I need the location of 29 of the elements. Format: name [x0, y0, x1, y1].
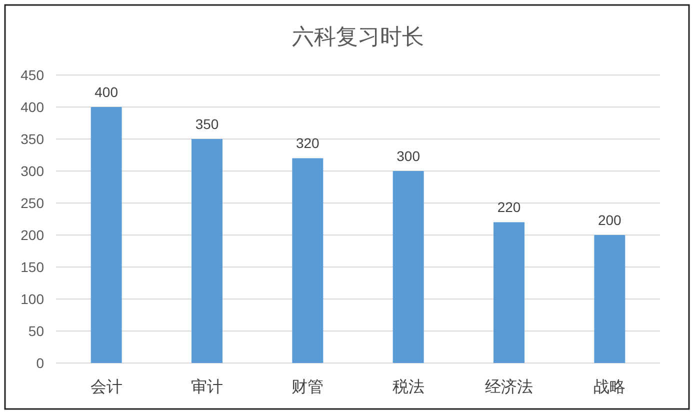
bar — [90, 107, 122, 363]
data-label: 400 — [94, 84, 118, 100]
y-tick-label: 200 — [20, 227, 44, 243]
y-tick-label: 400 — [20, 99, 44, 115]
y-tick-label: 50 — [28, 323, 44, 339]
chart-title: 六科复习时长 — [292, 24, 424, 49]
bar — [594, 235, 626, 363]
x-tick-label: 经济法 — [485, 378, 533, 396]
y-tick-label: 450 — [20, 67, 44, 83]
x-tick-label: 会计 — [90, 378, 122, 396]
bar — [192, 139, 222, 363]
bar — [292, 158, 324, 363]
y-tick-label: 100 — [20, 291, 44, 307]
x-tick-label: 税法 — [392, 378, 424, 396]
x-tick-label: 财管 — [292, 378, 324, 396]
data-label: 300 — [396, 148, 420, 164]
y-tick-label: 300 — [20, 163, 44, 179]
y-tick-label: 350 — [20, 131, 44, 147]
x-tick-label: 审计 — [191, 378, 223, 396]
y-tick-label: 250 — [20, 195, 44, 211]
x-tick-label: 战略 — [594, 378, 626, 396]
y-tick-label: 0 — [36, 355, 44, 371]
data-label: 350 — [195, 116, 219, 132]
data-label: 320 — [296, 135, 320, 152]
bar — [494, 222, 524, 363]
y-tick-label: 150 — [20, 259, 44, 275]
data-label: 220 — [497, 199, 521, 216]
bar — [392, 171, 424, 363]
data-label: 200 — [598, 212, 622, 228]
